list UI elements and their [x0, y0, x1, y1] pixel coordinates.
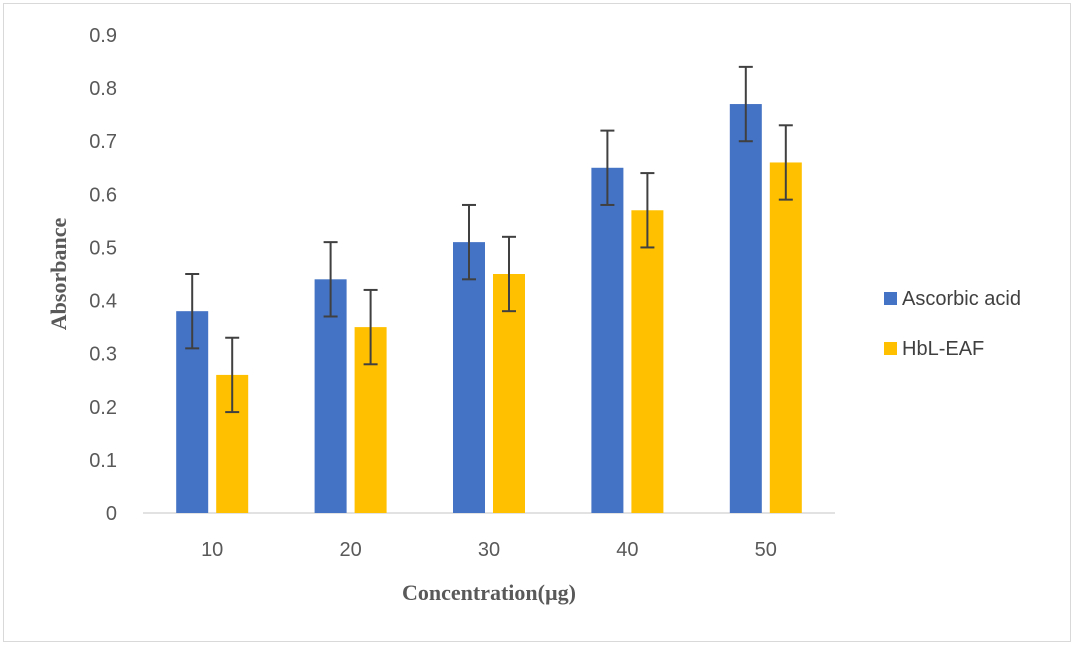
x-tick-label: 20	[339, 539, 361, 561]
x-tick-label: 30	[478, 539, 500, 561]
bar-group	[176, 104, 802, 514]
y-tick-label: 0.8	[89, 78, 117, 100]
bar-hbl-eaf	[631, 210, 664, 513]
x-tick-label: 10	[201, 539, 223, 561]
x-tick-label: 50	[755, 539, 777, 561]
y-axis-title: Absorbance	[46, 218, 71, 331]
bar-ascorbic-acid	[729, 104, 762, 514]
bar-hbl-eaf	[769, 162, 802, 513]
legend-label: HbL-EAF	[902, 338, 984, 360]
y-tick-label: 0.4	[89, 291, 117, 313]
y-tick-label: 0.7	[89, 131, 117, 153]
bar-ascorbic-acid	[453, 242, 485, 513]
x-axis-ticks: 10 20 30 40 50	[201, 539, 777, 561]
legend-label: Ascorbic acid	[902, 288, 1021, 310]
y-tick-label: 0.1	[89, 450, 117, 472]
x-axis-title: Concentration(µg)	[402, 580, 576, 605]
bar-ascorbic-acid	[314, 279, 347, 513]
y-tick-label: 0.9	[89, 25, 117, 47]
legend: Ascorbic acid HbL-EAF	[884, 288, 1021, 360]
bar-hbl-eaf	[493, 274, 525, 513]
x-tick-label: 40	[616, 539, 638, 561]
y-tick-label: 0.5	[89, 237, 117, 259]
y-tick-label: 0.6	[89, 184, 117, 206]
y-tick-label: 0	[106, 503, 117, 525]
legend-swatch	[884, 342, 897, 355]
bar-ascorbic-acid	[591, 167, 624, 513]
y-tick-label: 0.3	[89, 344, 117, 366]
legend-swatch	[884, 292, 897, 305]
y-tick-label: 0.2	[89, 397, 117, 419]
y-axis-ticks: 0 0.1 0.2 0.3 0.4 0.5 0.6 0.7 0.8 0.9	[89, 25, 117, 525]
error-bars	[185, 65, 793, 414]
